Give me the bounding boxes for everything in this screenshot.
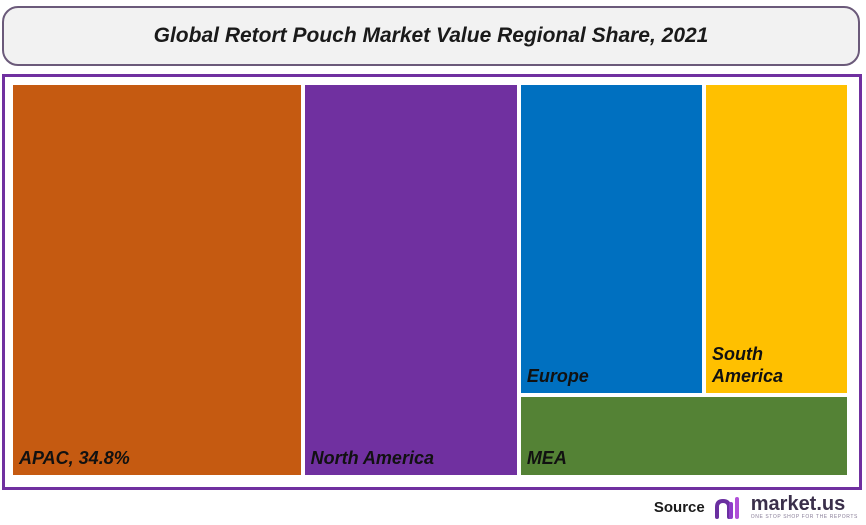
treemap-tile-mea: MEA xyxy=(520,397,847,475)
treemap-tile-north-america: North America xyxy=(304,85,517,475)
chart-title: Global Retort Pouch Market Value Regiona… xyxy=(153,24,709,47)
market-us-logo-icon xyxy=(714,497,739,519)
source-attribution: Source market.us ONE STOP SHOP FOR THE R… xyxy=(654,493,858,521)
treemap-label: APAC, 34.8% xyxy=(19,448,130,468)
treemap-tiles: APAC, 34.8% North America Europe South Amer… xyxy=(5,77,859,487)
treemap-tile-apac: APAC, 34.8% xyxy=(13,85,301,475)
treemap-label: North America xyxy=(310,448,434,468)
treemap-tile-south-america: South America xyxy=(706,85,847,393)
chart-title-box: Global Retort Pouch Market Value Regiona… xyxy=(2,6,860,66)
treemap-tile-europe: Europe xyxy=(520,85,702,393)
treemap-label: Europe xyxy=(526,366,589,386)
treemap-label: MEA xyxy=(526,448,567,468)
source-label: Source xyxy=(653,498,705,516)
brand-tagline: ONE STOP SHOP FOR THE REPORTS xyxy=(750,514,858,520)
brand-name: market.us xyxy=(750,493,846,515)
market-us-logo: market.us ONE STOP SHOP FOR THE REPORTS xyxy=(714,493,858,520)
treemap-frame: APAC, 34.8% North America Europe South Amer… xyxy=(2,74,862,490)
treemap-label: South America xyxy=(712,344,784,386)
